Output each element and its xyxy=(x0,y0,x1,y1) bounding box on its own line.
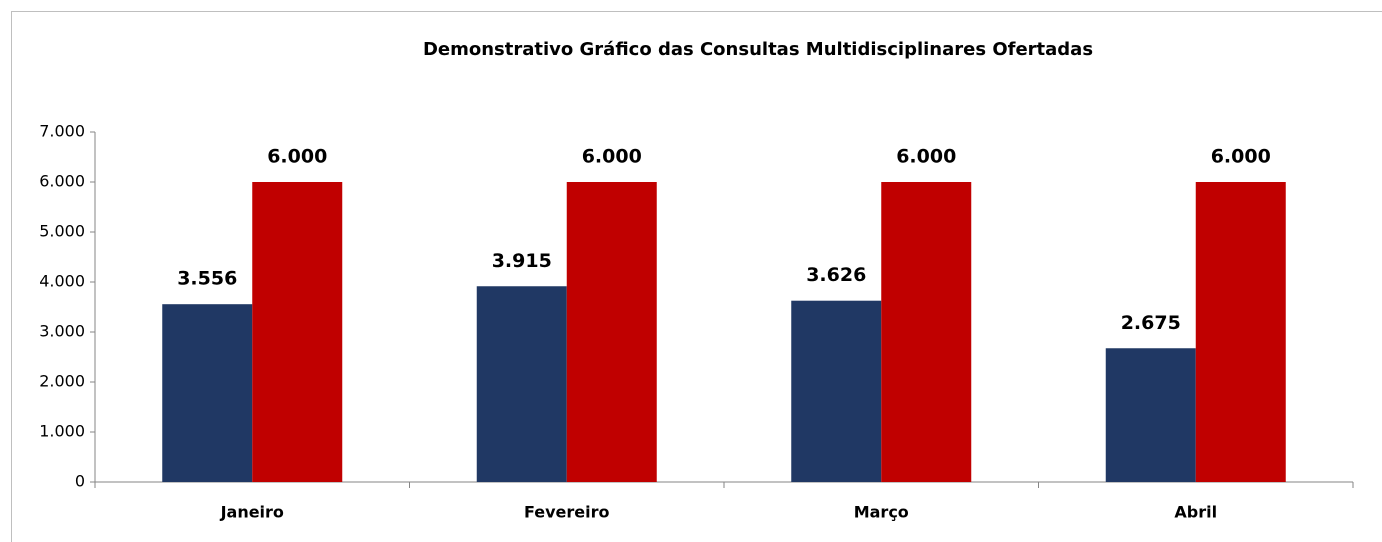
y-tick-label: 0 xyxy=(75,472,85,491)
value-label: 3.915 xyxy=(492,250,552,272)
y-tick-label: 4.000 xyxy=(39,272,85,291)
bar xyxy=(881,182,972,482)
y-tick-label: 7.000 xyxy=(39,122,85,141)
bar xyxy=(791,300,882,482)
y-tick-label: 3.000 xyxy=(39,322,85,341)
bar xyxy=(1195,182,1286,482)
x-tick-label: Janeiro xyxy=(220,503,284,522)
value-label: 2.675 xyxy=(1121,312,1181,334)
value-label: 3.626 xyxy=(806,264,866,286)
bar xyxy=(252,182,343,482)
chart-frame xyxy=(11,11,1382,542)
x-tick-label: Abril xyxy=(1174,503,1217,522)
value-label: 6.000 xyxy=(896,146,956,168)
y-tick-label: 1.000 xyxy=(39,422,85,441)
value-label: 6.000 xyxy=(1211,146,1271,168)
bar xyxy=(566,182,657,482)
chart-title: Demonstrativo Gráfico das Consultas Mult… xyxy=(423,39,1093,60)
value-label: 6.000 xyxy=(582,146,642,168)
y-tick-label: 5.000 xyxy=(39,222,85,241)
value-label: 3.556 xyxy=(177,268,237,290)
y-tick-label: 6.000 xyxy=(39,172,85,191)
x-tick-label: Fevereiro xyxy=(524,503,610,522)
bar xyxy=(162,304,253,482)
x-tick-label: Março xyxy=(854,503,909,522)
bar xyxy=(476,286,567,482)
y-tick-label: 2.000 xyxy=(39,372,85,391)
value-label: 6.000 xyxy=(267,146,327,168)
bar xyxy=(1105,348,1196,482)
